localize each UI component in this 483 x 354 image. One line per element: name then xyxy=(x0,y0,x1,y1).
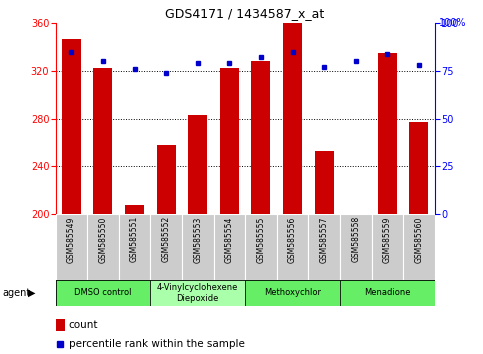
Bar xyxy=(283,23,302,214)
Text: GSM585550: GSM585550 xyxy=(99,216,107,263)
Bar xyxy=(371,214,403,280)
Text: count: count xyxy=(69,320,99,330)
Text: 100%: 100% xyxy=(439,18,466,28)
Text: DMSO control: DMSO control xyxy=(74,289,132,297)
Bar xyxy=(340,280,435,306)
Bar xyxy=(62,39,81,214)
Text: Methoxychlor: Methoxychlor xyxy=(264,289,321,297)
Text: GSM585552: GSM585552 xyxy=(162,216,170,262)
Text: GSM585553: GSM585553 xyxy=(193,216,202,263)
Bar xyxy=(56,214,87,280)
Bar xyxy=(220,68,239,214)
Text: GSM585555: GSM585555 xyxy=(256,216,266,263)
Bar xyxy=(308,214,340,280)
Bar xyxy=(277,214,308,280)
Text: ▶: ▶ xyxy=(28,288,36,298)
Bar xyxy=(56,319,65,331)
Bar xyxy=(314,151,334,214)
Bar xyxy=(87,214,119,280)
Bar xyxy=(156,145,176,214)
Bar xyxy=(125,205,144,214)
Text: Menadione: Menadione xyxy=(364,289,411,297)
Text: GSM585549: GSM585549 xyxy=(67,216,76,263)
Text: GSM585551: GSM585551 xyxy=(130,216,139,262)
Bar xyxy=(252,61,270,214)
Bar xyxy=(378,53,397,214)
Text: GSM585557: GSM585557 xyxy=(320,216,328,263)
Text: 4-Vinylcyclohexene
Diepoxide: 4-Vinylcyclohexene Diepoxide xyxy=(157,283,239,303)
Bar xyxy=(245,280,340,306)
Bar xyxy=(56,280,150,306)
Bar xyxy=(213,214,245,280)
Bar xyxy=(150,280,245,306)
Bar xyxy=(245,214,277,280)
Bar xyxy=(150,214,182,280)
Text: GSM585554: GSM585554 xyxy=(225,216,234,263)
Bar xyxy=(188,115,207,214)
Bar xyxy=(119,214,150,280)
Title: GDS4171 / 1434587_x_at: GDS4171 / 1434587_x_at xyxy=(166,7,325,21)
Text: GSM585560: GSM585560 xyxy=(414,216,424,263)
Text: GSM585558: GSM585558 xyxy=(351,216,360,262)
Bar xyxy=(94,68,113,214)
Bar xyxy=(410,122,428,214)
Text: agent: agent xyxy=(2,288,30,298)
Bar xyxy=(340,214,371,280)
Text: GSM585556: GSM585556 xyxy=(288,216,297,263)
Bar xyxy=(403,214,435,280)
Text: percentile rank within the sample: percentile rank within the sample xyxy=(69,339,245,349)
Text: GSM585559: GSM585559 xyxy=(383,216,392,263)
Bar xyxy=(182,214,213,280)
